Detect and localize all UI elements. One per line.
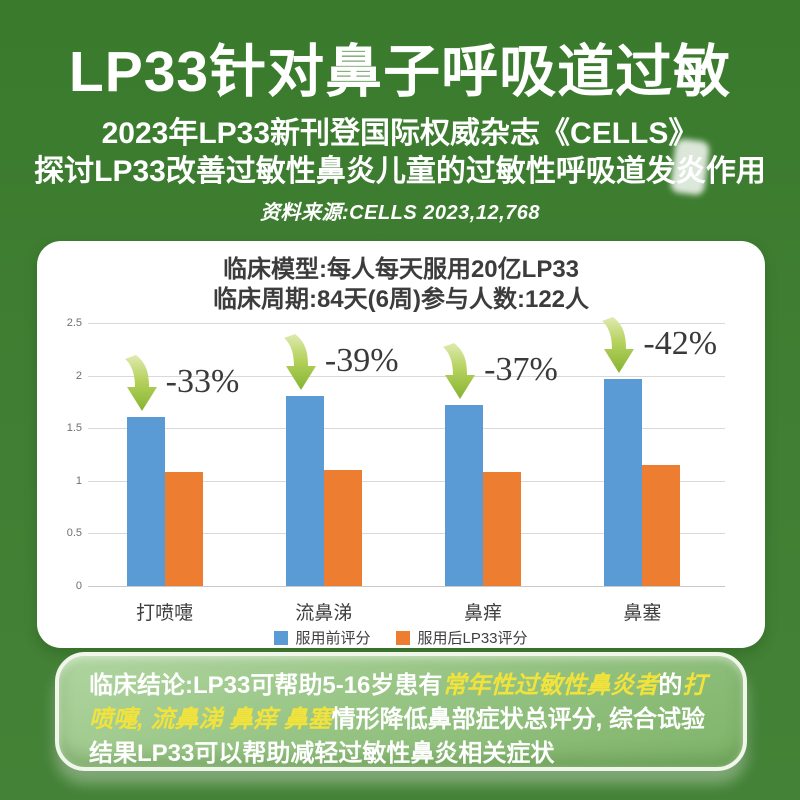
bar-before (285, 395, 324, 586)
conclusion-line: 临床结论:LP33可帮助5-16岁患有常年性过敏性鼻炎者的打 (89, 669, 717, 703)
source-note: 资料来源:CELLS 2023,12,768 (260, 202, 540, 224)
bar-after (323, 470, 362, 586)
reduction-arrow-icon (281, 333, 321, 393)
legend-swatch (274, 630, 289, 645)
y-tick-label: 2 (75, 369, 82, 382)
legend-label: 服用前评分 (295, 630, 371, 647)
reduction-arrow-icon (440, 342, 480, 402)
gridline (88, 586, 725, 587)
gridline (88, 480, 725, 482)
conclusion-highlight-text: 打 (682, 672, 707, 699)
category-label: 打喷嚏 (136, 603, 194, 624)
y-tick-label: 0.5 (66, 527, 82, 540)
chart-card: 临床模型:每人每天服用20亿LP33 临床周期:84天(6周)参与人数:122人… (37, 241, 765, 648)
watermark-smudge: 炎 (676, 146, 706, 190)
gridline (88, 533, 725, 535)
category-label: 鼻塞 (623, 603, 662, 624)
reduction-label: -37% (484, 351, 558, 389)
page-title: LP33针对鼻子呼吸道过敏 (68, 40, 732, 104)
reduction-label: -33% (165, 362, 240, 400)
subtitle-line2-suffix: 作用 (705, 155, 766, 188)
bar-before (604, 378, 643, 586)
chart-legend: 服用前评分 服用后LP33评分 (37, 627, 765, 648)
subtitle-line2-prefix: 探讨LP33改善过敏性鼻炎儿童的过敏性呼吸道发 (34, 155, 676, 188)
legend-swatch (396, 630, 411, 645)
y-tick-label: 1 (75, 474, 82, 487)
conclusion-box: 临床结论:LP33可帮助5-16岁患有常年性过敏性鼻炎者的打 喷嚏, 流鼻涕 鼻痒… (55, 652, 747, 771)
conclusion-normal-text: 情形降低鼻部症状总评分, 综合试验 (331, 706, 706, 733)
y-tick-label: 0 (75, 580, 82, 592)
chart-title-line1: 临床模型:每人每天服用20亿LP33 (222, 256, 580, 283)
category-label: 鼻痒 (464, 603, 503, 624)
bar-before (445, 405, 484, 586)
conclusion-highlight-text: 常年性过敏性鼻炎者 (442, 672, 659, 699)
reduction-arrow-icon (122, 354, 162, 414)
bar-after (164, 472, 203, 586)
gridline (88, 375, 725, 377)
subtitle-line2: 探讨LP33改善过敏性鼻炎儿童的过敏性呼吸道发炎作用 (0, 146, 800, 190)
reduction-arrow-icon (599, 316, 639, 376)
reduction-label: -39% (324, 341, 399, 379)
bar-before (126, 416, 165, 586)
conclusion-text: 临床结论:LP33可帮助5-16岁患有常年性过敏性鼻炎者的打 喷嚏, 流鼻涕 鼻痒… (59, 656, 743, 771)
category-label: 流鼻涕 (295, 603, 353, 624)
subtitle-line1: 2023年LP33新刊登国际权威杂志《CELLS》 (101, 117, 699, 150)
legend-item: 服用前评分 (274, 627, 370, 648)
legend-item: 服用后LP33评分 (396, 627, 528, 648)
bar-after (642, 465, 681, 586)
gridline (88, 323, 725, 324)
chart-title: 临床模型:每人每天服用20亿LP33 临床周期:84天(6周)参与人数:122人 (37, 255, 765, 315)
legend-label: 服用后LP33评分 (417, 630, 528, 647)
chart-title-line2: 临床周期:84天(6周)参与人数:122人 (212, 286, 590, 313)
reduction-label: -42% (643, 324, 718, 362)
conclusion-normal-text: 结果LP33可以帮助减轻过敏性鼻炎相关症状 (89, 740, 555, 767)
conclusion-line: 喷嚏, 流鼻涕 鼻痒 鼻塞情形降低鼻部症状总评分, 综合试验 (89, 703, 717, 737)
gridline (88, 428, 725, 430)
y-tick-label: 1.5 (66, 422, 82, 435)
conclusion-line: 结果LP33可以帮助减轻过敏性鼻炎相关症状 (89, 737, 717, 771)
conclusion-normal-text: 临床结论:LP33可帮助5-16岁患有 (89, 672, 443, 699)
conclusion-normal-text: 的 (658, 672, 683, 699)
y-tick-label: 2.5 (66, 317, 82, 329)
bar-after (483, 472, 522, 586)
conclusion-highlight-text: 喷嚏, 流鼻涕 鼻痒 鼻塞 (89, 706, 332, 733)
